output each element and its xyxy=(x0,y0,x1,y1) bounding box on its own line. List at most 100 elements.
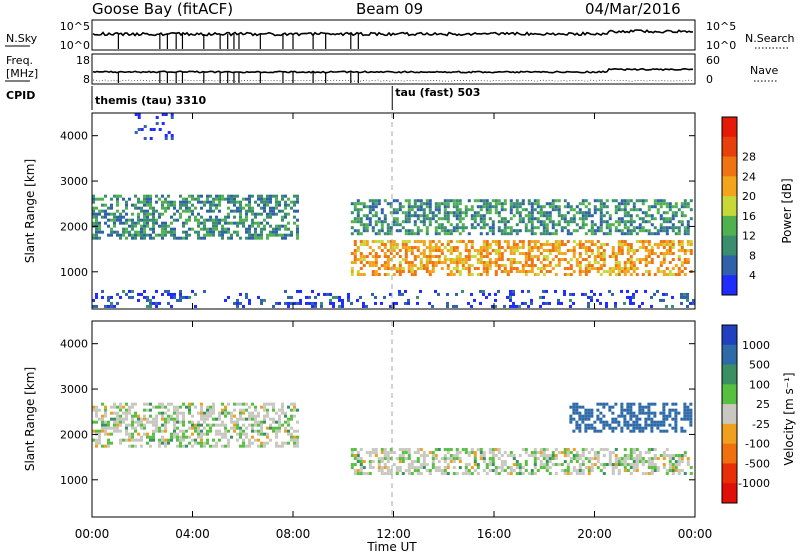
power-cell-2-62-2 xyxy=(536,246,540,250)
velocity-cell-1-92-7 xyxy=(626,469,630,473)
velocity-cell-2-25-1 xyxy=(644,405,648,409)
velocity-cell-2-37-5 xyxy=(680,417,684,421)
power-cell-2-9-2 xyxy=(377,246,381,250)
velocity-cell-0-12-11 xyxy=(128,435,131,439)
velocity-cell-1-112-5 xyxy=(686,463,690,467)
power-cell-3-23-7 xyxy=(419,220,423,224)
power-cell-0-115-1 xyxy=(437,292,440,296)
power-cell-0-179-3 xyxy=(629,298,632,302)
velocity-cell-1-8-1 xyxy=(374,451,378,455)
power-cell-3-42-0 xyxy=(476,199,480,203)
power-cell-1-20-14 xyxy=(152,236,155,240)
power-cell-1-27-6 xyxy=(173,212,176,216)
power-cell-2-84-7 xyxy=(602,261,606,265)
power-cell-3-54-5 xyxy=(512,214,516,218)
power-cell-2-73-8 xyxy=(569,264,573,268)
power-cell-3-4-1 xyxy=(362,202,366,206)
power-cell-2-35-8 xyxy=(455,264,459,268)
velocity-cell-1-0-6 xyxy=(350,466,354,470)
power-cell-0-169-1 xyxy=(599,292,602,296)
velocity-cell-1-93-0 xyxy=(629,448,633,452)
power-cell-2-92-6 xyxy=(626,258,630,262)
power-cell-2-21-2 xyxy=(413,246,417,250)
power-cell-2-59-1 xyxy=(527,243,531,247)
power-cell-2-50-2 xyxy=(500,246,504,250)
velocity-cell-2-6-4 xyxy=(587,414,591,418)
power-cell-1-55-10 xyxy=(257,224,260,228)
time-tick-label-2: 08:00 xyxy=(276,527,311,541)
power-cell-0-19-4 xyxy=(149,301,152,305)
velocity-cell-1-45-5 xyxy=(485,463,489,467)
power-cell-1-20-6 xyxy=(152,212,155,216)
velocity-cell-2-40-4 xyxy=(689,414,693,418)
power-cell-1-4-5 xyxy=(104,209,107,213)
power-cell-3-111-0 xyxy=(683,199,687,203)
power-cell-3-77-1 xyxy=(581,202,585,206)
power-cell-0-82-3 xyxy=(338,298,341,302)
power-cell-3-75-4 xyxy=(575,211,579,215)
power-cell-0-167-1 xyxy=(593,292,596,296)
power-cell-3-79-1 xyxy=(587,202,591,206)
power-cell-0-198-2 xyxy=(686,295,689,299)
power-cell-0-13-2 xyxy=(131,295,134,299)
power-cell-1-55-0 xyxy=(257,194,260,198)
power-cell-1-49-7 xyxy=(239,215,242,219)
velocity-cell-2-20-0 xyxy=(629,402,633,406)
velocity-y-axis-label: Slant Range [km] xyxy=(23,367,37,471)
power-cell-3-25-1 xyxy=(425,202,429,206)
power-cell-3-63-11 xyxy=(539,232,543,236)
velocity-cell-0-57-2 xyxy=(263,408,266,412)
power-cell-1-44-1 xyxy=(224,197,227,201)
time-tick-label-0: 00:00 xyxy=(75,527,110,541)
velocity-cell-0-44-11 xyxy=(224,435,227,439)
power-cell-1-65-6 xyxy=(287,212,290,216)
velocity-cell-1-2-3 xyxy=(356,457,360,461)
power-cell-1-0-4 xyxy=(92,206,95,210)
velocity-cell-2-23-3 xyxy=(638,411,642,415)
power-cell-2-103-4 xyxy=(659,252,663,256)
velocity-cell-0-13-8 xyxy=(131,426,134,430)
power-cell-3-27-5 xyxy=(431,214,435,218)
power-cell-3-81-8 xyxy=(593,223,597,227)
power-cell-3-88-2 xyxy=(614,205,618,209)
power-cell-2-16-7 xyxy=(398,261,402,265)
velocity-cell-0-57-10 xyxy=(263,432,266,436)
power-cell-3-19-10 xyxy=(407,229,411,233)
power-cell-1-47-2 xyxy=(233,200,236,204)
power-cell-2-73-11 xyxy=(569,273,573,277)
power-cell-0-12-2 xyxy=(128,295,131,299)
power-cell-2-76-5 xyxy=(578,255,582,259)
velocity-cell-0-63-7 xyxy=(281,423,284,427)
power-cell-2-20-10 xyxy=(410,270,414,274)
velocity-cell-1-110-4 xyxy=(680,460,684,464)
velocity-cell-1-15-7 xyxy=(395,469,399,473)
power-cell-1-8-13 xyxy=(116,233,119,237)
power-cell-3-94-7 xyxy=(632,220,636,224)
velocity-cell-0-58-11 xyxy=(266,435,269,439)
power-cell-1-45-0 xyxy=(227,194,230,198)
power-cell-3-105-11 xyxy=(665,232,669,236)
velocity-cell-1-56-2 xyxy=(518,454,522,458)
velocity-cell-1-74-7 xyxy=(572,469,576,473)
velocity-cell-0-55-10 xyxy=(257,432,260,436)
power-cell-0-164-1 xyxy=(584,292,587,296)
power-cell-2-42-6 xyxy=(476,258,480,262)
velocity-cell-2-36-3 xyxy=(677,411,681,415)
power-cell-2-26-11 xyxy=(428,273,432,277)
power-cell-0-77-1 xyxy=(323,292,326,296)
power-cell-0-149-5 xyxy=(539,304,542,308)
power-cell-1-9-6 xyxy=(119,212,122,216)
power-cell-2-82-5 xyxy=(596,255,600,259)
power-cell-2-37-0 xyxy=(461,240,465,244)
power-cell-3-17-9 xyxy=(401,226,405,230)
velocity-cell-1-111-8 xyxy=(683,472,687,476)
power-cell-2-88-5 xyxy=(614,255,618,259)
velocity-cell-1-104-5 xyxy=(662,463,666,467)
power-cell-3-21-0 xyxy=(413,199,417,203)
power-cell-2-98-8 xyxy=(644,264,648,268)
power-colorbar-swatch-3 xyxy=(722,176,737,197)
power-cell-2-105-4 xyxy=(665,252,669,256)
power-cell-3-108-4 xyxy=(674,211,678,215)
velocity-cell-1-22-4 xyxy=(416,460,420,464)
velocity-cell-1-105-2 xyxy=(665,454,669,458)
